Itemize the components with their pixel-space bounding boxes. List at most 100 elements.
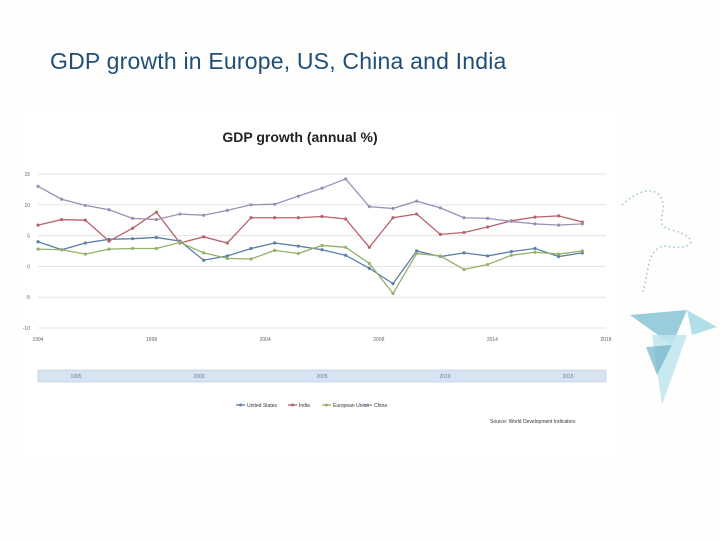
series-line-united-states (37, 236, 583, 285)
data-point-european-union (557, 252, 561, 256)
data-point-china (60, 197, 64, 201)
chart-title: GDP growth (annual %) (222, 129, 377, 145)
data-point-china (557, 223, 561, 227)
data-point-european-union (202, 251, 206, 255)
data-point-china (344, 177, 348, 181)
navigator-label: 2000 (193, 374, 204, 380)
legend-marker (239, 403, 242, 407)
data-point-united-states (557, 254, 561, 259)
navigator-label: 1995 (70, 374, 81, 380)
data-point-china (107, 208, 111, 212)
data-point-india (249, 216, 253, 220)
data-point-european-union (509, 253, 513, 257)
data-point-united-states (486, 254, 490, 258)
data-point-united-states (273, 241, 277, 245)
data-point-european-union (344, 245, 348, 249)
x-tick-label: 2014 (487, 337, 498, 343)
x-tick-label: 1994 (32, 337, 43, 343)
data-point-european-union (296, 251, 300, 256)
x-tick-label: 2008 (373, 337, 384, 343)
data-point-united-states (225, 254, 229, 258)
data-point-india (131, 226, 135, 230)
data-point-india (107, 239, 111, 243)
data-point-china (296, 194, 300, 198)
legend-marker (291, 403, 294, 407)
data-point-china (533, 222, 537, 226)
data-point-india (344, 217, 348, 221)
data-point-india (533, 215, 537, 219)
data-point-european-union (367, 261, 371, 265)
data-point-united-states (533, 246, 537, 251)
data-point-china (462, 216, 466, 220)
data-point-united-states (36, 240, 40, 244)
legend-label: China (374, 403, 387, 409)
navigator-label: 2010 (439, 374, 450, 380)
data-point-united-states (249, 246, 253, 251)
data-point-european-union (249, 257, 253, 261)
data-point-india (415, 212, 419, 216)
data-point-china (249, 203, 253, 207)
data-point-united-states (391, 282, 395, 286)
legend-label: European Union (333, 403, 369, 409)
data-point-european-union (486, 262, 490, 267)
data-point-european-union (462, 267, 466, 272)
data-point-india (438, 232, 442, 236)
data-point-european-union (320, 243, 324, 248)
x-tick-label: 2004 (260, 337, 271, 343)
data-point-united-states (320, 248, 324, 252)
data-point-united-states (154, 235, 158, 240)
data-point-china (367, 205, 371, 209)
data-point-china (320, 186, 324, 190)
data-point-china (154, 217, 158, 222)
data-point-united-states (462, 251, 466, 255)
data-point-india (391, 216, 395, 220)
data-point-india (296, 216, 300, 220)
data-point-united-states (202, 258, 206, 262)
legend-label: United States (247, 403, 278, 409)
y-tick-label: -5 (26, 295, 31, 301)
navigator-label: 2005 (316, 374, 327, 380)
data-point-european-union (391, 291, 395, 296)
data-point-india (60, 217, 64, 222)
data-point-european-union (273, 248, 277, 252)
data-point-european-union (131, 246, 135, 251)
data-point-china (509, 219, 513, 224)
data-point-india (154, 210, 158, 214)
legend-marker (366, 403, 369, 407)
data-point-european-union (36, 247, 40, 251)
data-point-united-states (367, 266, 371, 270)
data-point-india (202, 235, 206, 239)
data-point-china (178, 212, 182, 216)
legend-label: India (299, 403, 310, 409)
range-navigator (37, 369, 607, 383)
series-line-india (37, 211, 583, 249)
data-point-china (391, 206, 395, 211)
x-tick-label: 2018 (600, 337, 611, 343)
slide-title: GDP growth in Europe, US, China and Indi… (50, 48, 507, 74)
data-point-european-union (83, 252, 87, 256)
data-point-india (486, 225, 490, 229)
data-point-china (83, 203, 87, 208)
data-point-china (131, 216, 135, 220)
data-point-india (36, 223, 40, 227)
data-point-european-union (107, 247, 111, 251)
series-line-china (37, 178, 583, 226)
series-line-european-union (37, 241, 583, 295)
y-tick-label: -10 (23, 326, 30, 332)
data-point-india (367, 245, 371, 249)
y-tick-label: 5 (27, 234, 30, 240)
data-point-united-states (415, 249, 419, 253)
data-point-india (83, 218, 87, 222)
data-point-china (36, 184, 40, 188)
chart-source: Source: World Development Indicators (490, 419, 576, 425)
data-point-european-union (415, 251, 419, 256)
data-point-european-union (438, 254, 442, 258)
navigator-label: 2015 (562, 374, 573, 380)
y-tick-label: 10 (24, 203, 30, 209)
y-tick-label: 0 (27, 264, 30, 270)
data-point-european-union (60, 248, 64, 252)
data-point-european-union (580, 249, 584, 253)
origami-bird-decoration (621, 190, 717, 405)
data-point-european-union (533, 250, 537, 254)
